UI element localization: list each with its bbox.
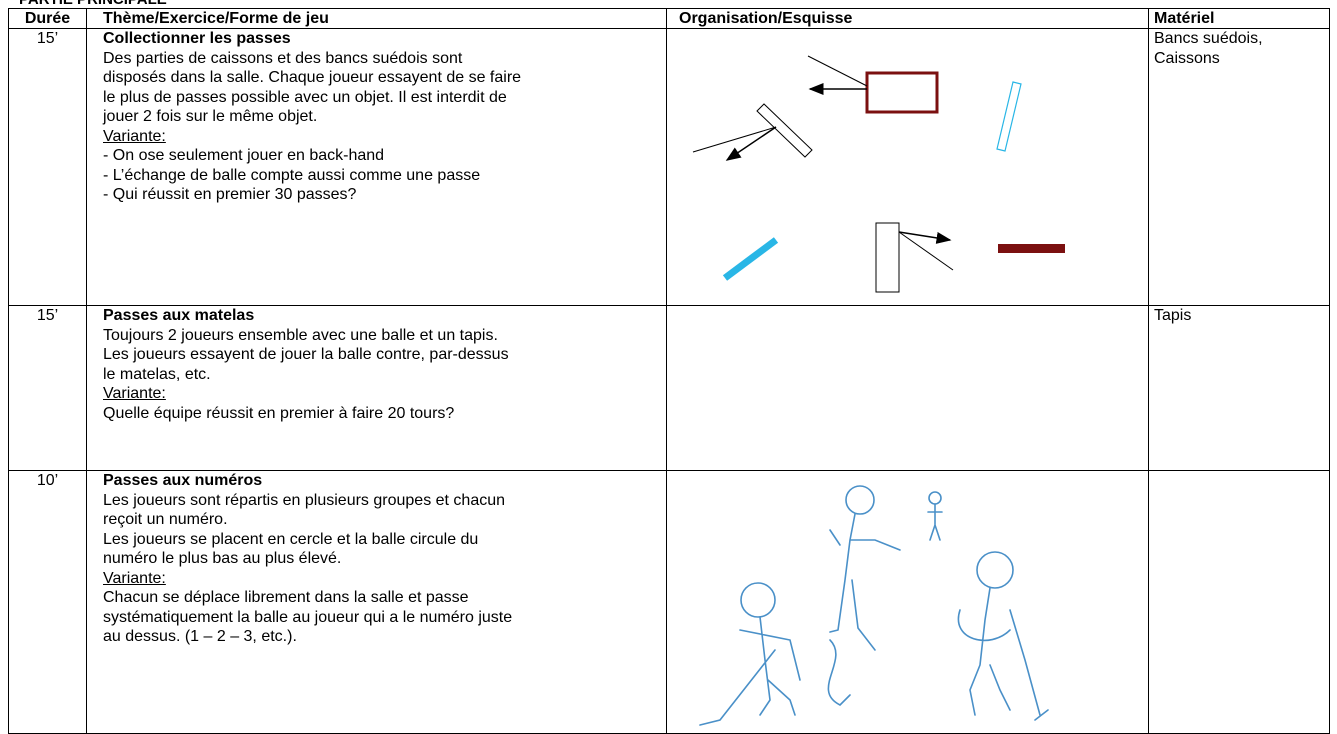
description-line: Les joueurs essayent de jouer la balle c… — [103, 346, 509, 363]
exercise-title: Passes aux numéros — [103, 472, 263, 489]
variant-line: systématiquement la balle au joueur qui … — [103, 608, 513, 626]
description-line: le plus de passes possible avec un objet… — [103, 88, 507, 106]
exercise-cell: Passes aux numéros Les joueurs sont répar… — [86, 470, 667, 734]
variant-line: Quelle équipe réussit en premier à faire… — [103, 404, 455, 422]
duration: 15’ — [8, 28, 87, 306]
description-line: Les joueurs sont répartis en plusieurs g… — [103, 491, 506, 509]
table-row: 10’ Passes aux numéros Les joueurs sont ré… — [8, 470, 1330, 734]
material-cell: Bancs suédois, Caissons — [1148, 28, 1330, 306]
exercise-cell: Passes aux matelas Toujours 2 joueurs ens… — [86, 305, 667, 471]
header-row: Durée Thème/Exercice/Forme de jeu Organisa… — [8, 8, 1330, 29]
variant-line: au dessus. (1 – 2 – 3, etc.). — [103, 628, 297, 645]
exercise-cell: Collectionner les passes Des parties de c… — [86, 28, 667, 306]
variant-line: - Qui réussit en premier 30 passes? — [103, 186, 357, 203]
section-title: PARTIE PRINCIPALE — [19, 0, 167, 8]
material-line: Bancs suédois, — [1154, 30, 1263, 47]
exercise-title: Passes aux matelas — [103, 307, 255, 324]
variant-label-text: Variante: — [103, 569, 166, 587]
description-line: numéro le plus bas au plus élevé. — [103, 550, 342, 567]
table-row: 15’ Collectionner les passes Des parties d… — [8, 28, 1330, 306]
sketch-cell — [666, 28, 1149, 306]
description-line: Toujours 2 joueurs ensemble avec une bal… — [103, 326, 498, 344]
column-header: Durée — [8, 8, 87, 29]
description-line: jouer 2 fois sur le même objet. — [103, 108, 318, 125]
description-line: reçoit un numéro. — [103, 511, 228, 528]
description-line: Les joueurs se placent en cercle et la b… — [103, 530, 479, 548]
column-header: Matériel — [1148, 8, 1330, 29]
column-header: Organisation/Esquisse — [666, 8, 1149, 29]
lesson-table: Durée Thème/Exercice/Forme de jeu Organisa… — [8, 8, 1330, 734]
variant-line: - L’échange de balle compte aussi comme … — [103, 166, 481, 184]
material-cell — [1148, 470, 1330, 734]
material-line: Caissons — [1154, 49, 1220, 67]
description-line: disposés dans la salle. Chaque joueur es… — [103, 69, 522, 86]
exercise-title: Collectionner les passes — [103, 30, 291, 47]
duration: 15’ — [8, 305, 87, 471]
description-line: le matelas, etc. — [103, 365, 211, 383]
table-row: 15’ Passes aux matelas Toujours 2 joueurs … — [8, 305, 1330, 471]
variant-label: Variante: — [103, 384, 666, 404]
sketch-cell — [666, 470, 1149, 734]
variant-label-text: Variante: — [103, 385, 166, 402]
description-line: Des parties de caissons et des bancs sué… — [103, 49, 463, 67]
variant-line: Chacun se déplace librement dans la sall… — [103, 589, 469, 606]
sketch-cell — [666, 305, 1149, 471]
material-line: Tapis — [1154, 307, 1192, 324]
material-cell: Tapis — [1148, 305, 1330, 471]
variant-label: Variante: — [103, 569, 666, 589]
variant-label-text: Variante: — [103, 127, 166, 145]
variant-line: - On ose seulement jouer en back-hand — [103, 147, 385, 164]
variant-label: Variante: — [103, 127, 666, 147]
duration: 10’ — [8, 470, 87, 734]
column-header: Thème/Exercice/Forme de jeu — [86, 8, 667, 29]
